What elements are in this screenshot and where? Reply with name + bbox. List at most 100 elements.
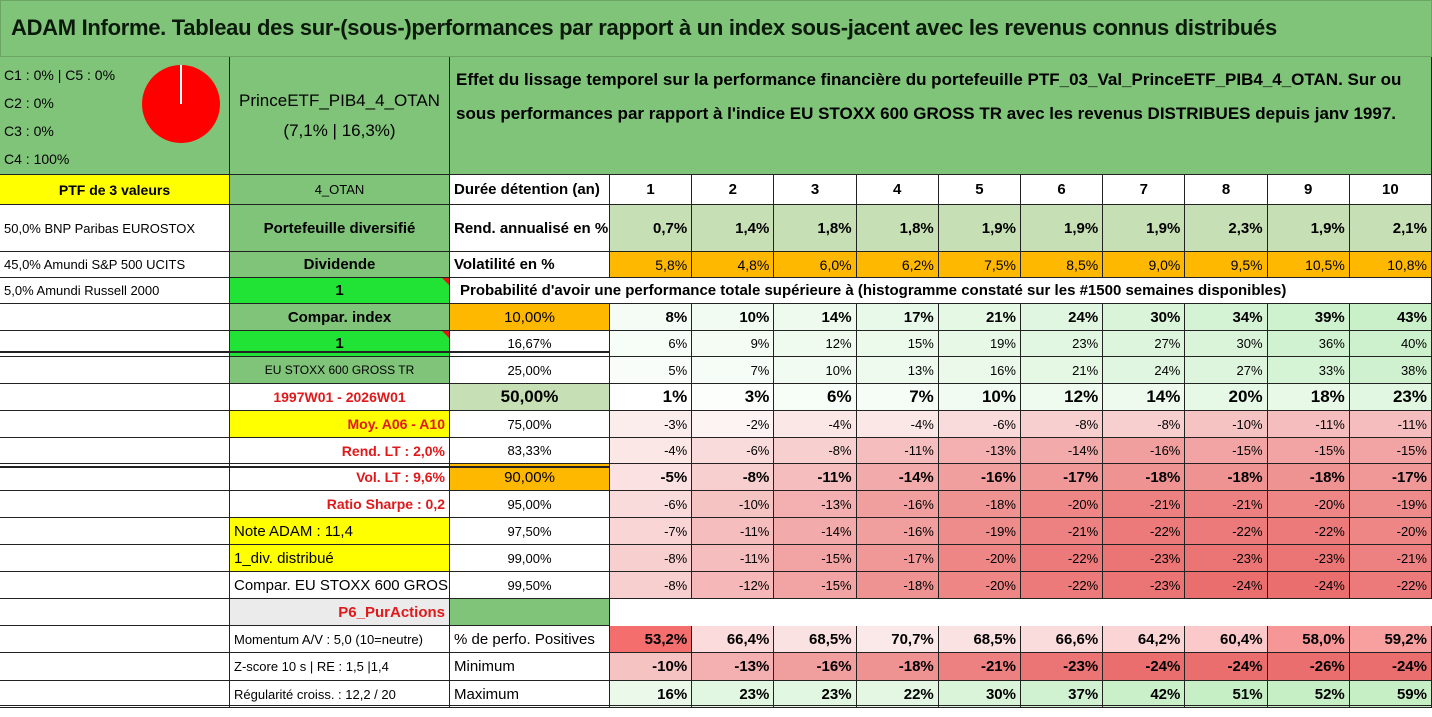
probability-value: -11%	[692, 545, 775, 572]
probability-value: -23%	[1185, 545, 1268, 572]
portfolio-name-cell: PrinceETF_PIB4_4_OTAN (7,1% | 16,3%)	[230, 57, 450, 175]
probability-value: -22%	[1021, 545, 1104, 572]
portfolio-name: PrinceETF_PIB4_4_OTAN	[239, 90, 440, 110]
probability-value: -7%	[610, 518, 693, 545]
max-label: Maximum	[450, 681, 610, 708]
probability-value: -13%	[774, 491, 857, 518]
min-value: -23%	[1021, 653, 1104, 681]
probability-value: -16%	[856, 518, 939, 545]
portfolio-stats: (7,1% | 16,3%)	[283, 120, 396, 140]
probability-value: -8%	[692, 464, 775, 491]
probability-value: -20%	[938, 545, 1021, 572]
probability-value: -16%	[856, 491, 939, 518]
max-value: 30%	[938, 681, 1021, 708]
max-value: 16%	[610, 681, 693, 708]
year-header: 2	[692, 175, 775, 205]
probability-value: -22%	[1267, 518, 1350, 545]
probability-value: 10%	[774, 357, 857, 384]
vol-value: 4,8%	[692, 252, 775, 278]
probability-value: -8%	[774, 438, 857, 464]
portfolio-code: 4_OTAN	[230, 175, 450, 205]
probability-value: -17%	[856, 545, 939, 572]
probability-value: 6%	[610, 331, 693, 357]
rend-value: 1,4%	[692, 205, 775, 252]
separator-line	[0, 466, 610, 468]
probability-value: -19%	[1349, 491, 1432, 518]
rend-value: 1,9%	[1103, 205, 1186, 252]
vol-value: 6,0%	[774, 252, 857, 278]
probability-value: 30%	[1103, 304, 1186, 331]
category-pie-chart	[142, 65, 220, 143]
dividende-label: Dividende	[230, 252, 450, 278]
rend-value: 0,7%	[610, 205, 693, 252]
empty-left	[0, 331, 230, 357]
min-value: -18%	[856, 653, 939, 681]
probability-value: 10%	[938, 384, 1021, 411]
probability-value: -4%	[856, 411, 939, 438]
probability-value: 8%	[610, 304, 693, 331]
empty-left	[0, 681, 230, 708]
probability-value: -18%	[1267, 464, 1350, 491]
empty-left	[0, 545, 230, 572]
probability-value: -10%	[692, 491, 775, 518]
probability-value: -16%	[1103, 438, 1186, 464]
probability-value: -16%	[938, 464, 1021, 491]
probability-value: 24%	[1021, 304, 1104, 331]
probability-value: 36%	[1267, 331, 1350, 357]
probability-value: -20%	[938, 572, 1021, 599]
rend-value: 1,9%	[938, 205, 1021, 252]
probability-value: -20%	[1267, 491, 1350, 518]
probability-value: -14%	[856, 464, 939, 491]
year-header: 5	[938, 175, 1021, 205]
probability-value: -10%	[1185, 411, 1268, 438]
probability-value: 9%	[692, 331, 775, 357]
probability-value: -22%	[1185, 518, 1268, 545]
empty-left	[0, 357, 230, 384]
vol-value: 8,5%	[1021, 252, 1104, 278]
empty-left	[0, 599, 230, 626]
empty-left	[0, 518, 230, 545]
switch-1: 1	[230, 278, 450, 304]
probability-value: 18%	[1267, 384, 1350, 411]
holding-2: 45,0% Amundi S&P 500 UCITS	[0, 252, 230, 278]
div-label: 1_div. distribué	[230, 545, 450, 572]
probability-value: 38%	[1349, 357, 1432, 384]
probability-value: -11%	[1349, 411, 1432, 438]
rend-label: Rend. annualisé en %	[450, 205, 610, 252]
holding-3: 5,0% Amundi Russell 2000	[0, 278, 230, 304]
probability-value: 33%	[1267, 357, 1350, 384]
threshold-value: 90,00%	[450, 464, 610, 491]
threshold-value: 97,50%	[450, 518, 610, 545]
empty-left	[0, 304, 230, 331]
max-value: 51%	[1185, 681, 1268, 708]
probability-value: 24%	[1103, 357, 1186, 384]
rend-value: 1,8%	[774, 205, 857, 252]
category-c1-c5: C1 : 0% | C5 : 0%	[4, 67, 116, 83]
year-header: 10	[1349, 175, 1432, 205]
probability-value: -6%	[692, 438, 775, 464]
threshold-value: 99,00%	[450, 545, 610, 572]
vol-lt-label: Vol. LT : 9,6%	[230, 464, 450, 491]
max-value: 23%	[774, 681, 857, 708]
rend-value: 2,1%	[1349, 205, 1432, 252]
pos-value: 66,6%	[1021, 626, 1104, 653]
rend-value: 1,9%	[1021, 205, 1104, 252]
p6-swatch	[450, 599, 610, 626]
probability-value: -17%	[1349, 464, 1432, 491]
empty-left	[0, 411, 230, 438]
max-value: 22%	[856, 681, 939, 708]
pos-value: 70,7%	[856, 626, 939, 653]
probability-value: -21%	[1185, 491, 1268, 518]
probability-value: 12%	[774, 331, 857, 357]
vol-value: 7,5%	[938, 252, 1021, 278]
probability-value: -21%	[1021, 518, 1104, 545]
probability-value: -11%	[774, 464, 857, 491]
probability-value: 27%	[1185, 357, 1268, 384]
min-label: Minimum	[450, 653, 610, 681]
rend-value: 1,8%	[856, 205, 939, 252]
rend-lt-label: Rend. LT : 2,0%	[230, 438, 450, 464]
probability-value: -22%	[1021, 572, 1104, 599]
probability-value: 40%	[1349, 331, 1432, 357]
probability-value: 27%	[1103, 331, 1186, 357]
probability-value: 10%	[692, 304, 775, 331]
